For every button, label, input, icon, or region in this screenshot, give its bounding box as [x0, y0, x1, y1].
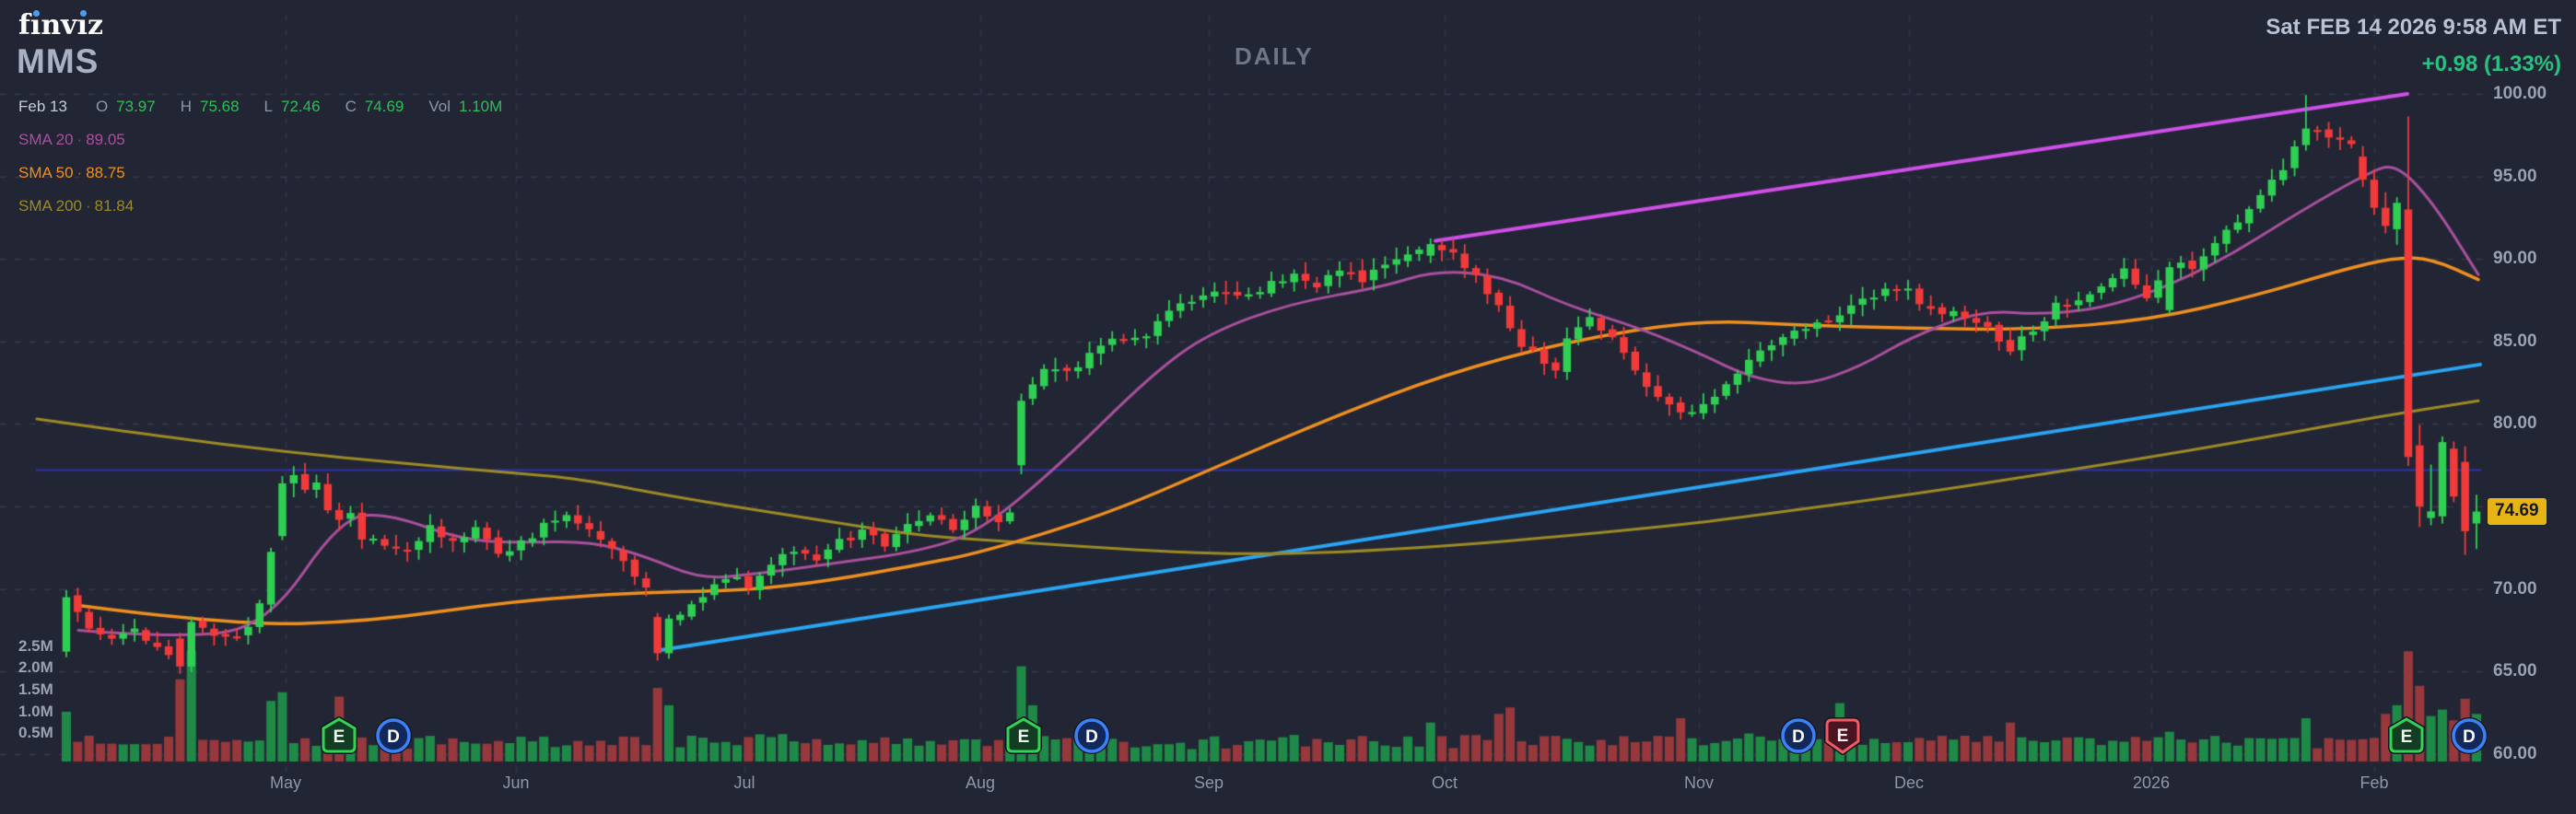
- price-axis-label: 85.00: [2493, 331, 2537, 351]
- sma50-legend: SMA 50 · 88.75: [18, 164, 125, 181]
- volume-label: Vol: [428, 98, 451, 115]
- finviz-logo[interactable]: fınvız: [18, 9, 104, 41]
- svg-text:E: E: [2401, 727, 2413, 747]
- earnings-miss-badge[interactable]: E: [1823, 716, 1862, 755]
- price-change-label: +0.98 (1.33%): [2421, 52, 2561, 76]
- earnings-beat-badge[interactable]: E: [2387, 716, 2426, 755]
- datetime-label: Sat FEB 14 2026 9:58 AM ET: [2266, 15, 2561, 40]
- quote-summary-row: Feb 13 O 73.97 H 75.68 L 72.46 C 74.69 V…: [18, 98, 502, 116]
- price-axis-label: 80.00: [2493, 413, 2537, 434]
- svg-text:D: D: [2463, 727, 2476, 747]
- price-axis-label: 95.00: [2493, 166, 2537, 186]
- dividend-badge[interactable]: D: [1779, 716, 1818, 755]
- dividend-badge[interactable]: D: [374, 716, 413, 755]
- volume-axis-label: 1.5M: [18, 680, 53, 698]
- volume-value: 1.10M: [459, 98, 503, 115]
- month-axis-label: Oct: [1431, 773, 1458, 792]
- low-value: 72.46: [281, 98, 321, 115]
- price-axis-label: 100.00: [2493, 84, 2547, 103]
- month-axis-label: Nov: [1683, 773, 1715, 792]
- month-axis-label: May: [269, 773, 302, 792]
- volume-axis-label: 2.5M: [18, 637, 53, 655]
- current-price-badge: 74.69: [2488, 498, 2547, 525]
- svg-text:D: D: [1085, 727, 1098, 747]
- month-axis-label: 2026: [2132, 773, 2171, 792]
- open-label: O: [95, 98, 109, 115]
- price-axis-label: 65.00: [2493, 661, 2537, 681]
- svg-text:E: E: [334, 727, 345, 747]
- month-axis-label: Aug: [965, 773, 996, 792]
- volume-axis-label: 1.0M: [18, 703, 53, 720]
- price-axis-label: 70.00: [2493, 578, 2537, 599]
- svg-text:E: E: [1018, 727, 1030, 747]
- dividend-badge[interactable]: D: [2450, 716, 2488, 755]
- month-axis-label: Feb: [2359, 773, 2389, 792]
- timeframe-label: DAILY: [1235, 42, 1314, 70]
- month-axis-label: Jul: [733, 773, 755, 792]
- svg-text:D: D: [387, 727, 400, 747]
- price-axis-label: 60.00: [2493, 743, 2537, 763]
- volume-axis-label: 2.0M: [18, 658, 53, 676]
- svg-text:E: E: [1837, 727, 1849, 746]
- earnings-beat-badge[interactable]: E: [320, 716, 358, 755]
- high-label: H: [180, 98, 192, 115]
- close-value: 74.69: [364, 98, 404, 115]
- high-value: 75.68: [200, 98, 240, 115]
- sma20-legend: SMA 20 · 89.05: [18, 131, 125, 148]
- open-value: 73.97: [116, 98, 156, 115]
- month-axis-label: Dec: [1893, 773, 1925, 792]
- quote-date: Feb 13: [18, 98, 67, 115]
- ticker-symbol: MMS: [17, 42, 100, 80]
- month-axis-label: Jun: [502, 773, 530, 792]
- price-axis-label: 90.00: [2493, 249, 2537, 269]
- dividend-badge[interactable]: D: [1072, 716, 1111, 755]
- earnings-beat-badge[interactable]: E: [1004, 716, 1043, 755]
- svg-text:D: D: [1792, 727, 1805, 747]
- sma200-legend: SMA 200 · 81.84: [18, 197, 135, 215]
- volume-axis-label: 0.5M: [18, 724, 53, 741]
- close-label: C: [345, 98, 357, 115]
- low-label: L: [263, 98, 274, 115]
- logo-i-blue-dot: ı: [29, 9, 41, 41]
- month-axis-label: Sep: [1193, 773, 1224, 792]
